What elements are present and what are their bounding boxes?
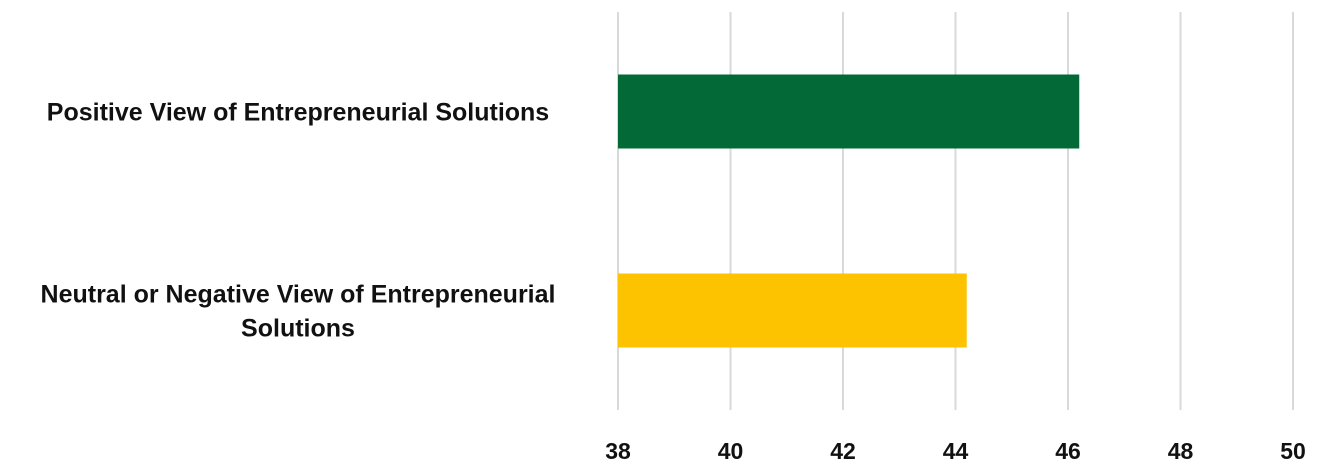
bar-2 — [618, 273, 967, 348]
x-tick-label-48: 48 — [1168, 438, 1194, 464]
x-axis-tick-labels: 38 40 42 44 46 48 50 — [605, 438, 1306, 464]
category-label-line: Positive View of Entrepreneurial Solutio… — [47, 99, 549, 127]
category-label-line: Neutral or Negative View of Entrepreneur… — [41, 281, 556, 309]
gridlines — [617, 12, 1294, 410]
x-tick-label-40: 40 — [718, 438, 744, 464]
bars — [618, 74, 1080, 348]
bar-1 — [618, 74, 1080, 149]
category-label-1: Positive View of Entrepreneurial Solutio… — [47, 99, 549, 127]
category-label-line: Solutions — [241, 315, 355, 343]
x-tick-label-42: 42 — [830, 438, 856, 464]
x-tick-label-46: 46 — [1055, 438, 1081, 464]
category-label-2: Neutral or Negative View of Entrepreneur… — [41, 281, 556, 343]
category-labels: Positive View of Entrepreneurial Solutio… — [41, 99, 556, 343]
x-tick-label-50: 50 — [1280, 438, 1306, 464]
x-tick-label-44: 44 — [943, 438, 969, 464]
x-tick-label-38: 38 — [605, 438, 631, 464]
